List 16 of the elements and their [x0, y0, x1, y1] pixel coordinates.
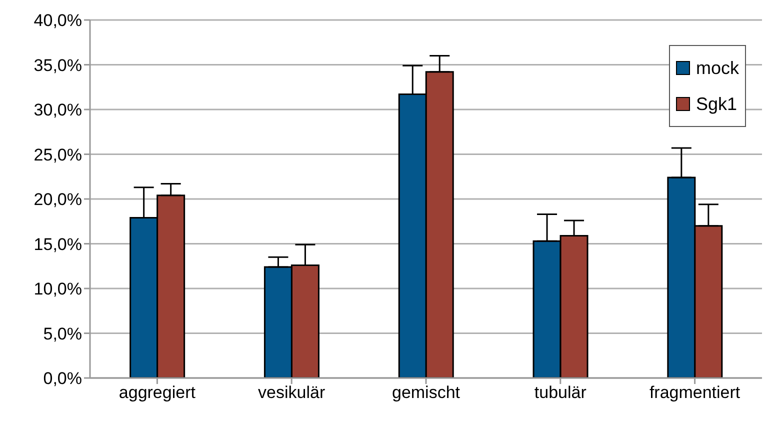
y-tick-label: 10,0% [34, 280, 82, 299]
x-tick-label: tubulär [534, 383, 587, 402]
y-tick-label: 0,0% [43, 369, 82, 388]
y-tick-label: 40,0% [34, 11, 82, 30]
y-tick-label: 35,0% [34, 56, 82, 75]
y-tick-label: 25,0% [34, 145, 82, 164]
y-tick-label: 30,0% [34, 100, 82, 120]
x-tick-label: fragmentiert [649, 383, 740, 402]
x-tick-label: vesikulär [258, 383, 326, 402]
legend-label: Sgk1 [696, 94, 738, 114]
y-tick-label: 20,0% [34, 190, 82, 210]
x-tick-label: gemischt [392, 383, 460, 402]
y-tick-label: 15,0% [34, 234, 82, 254]
y-tick-label: 5,0% [43, 324, 82, 344]
x-tick-label: aggregiert [118, 383, 196, 402]
legend-label: mock [696, 58, 739, 78]
